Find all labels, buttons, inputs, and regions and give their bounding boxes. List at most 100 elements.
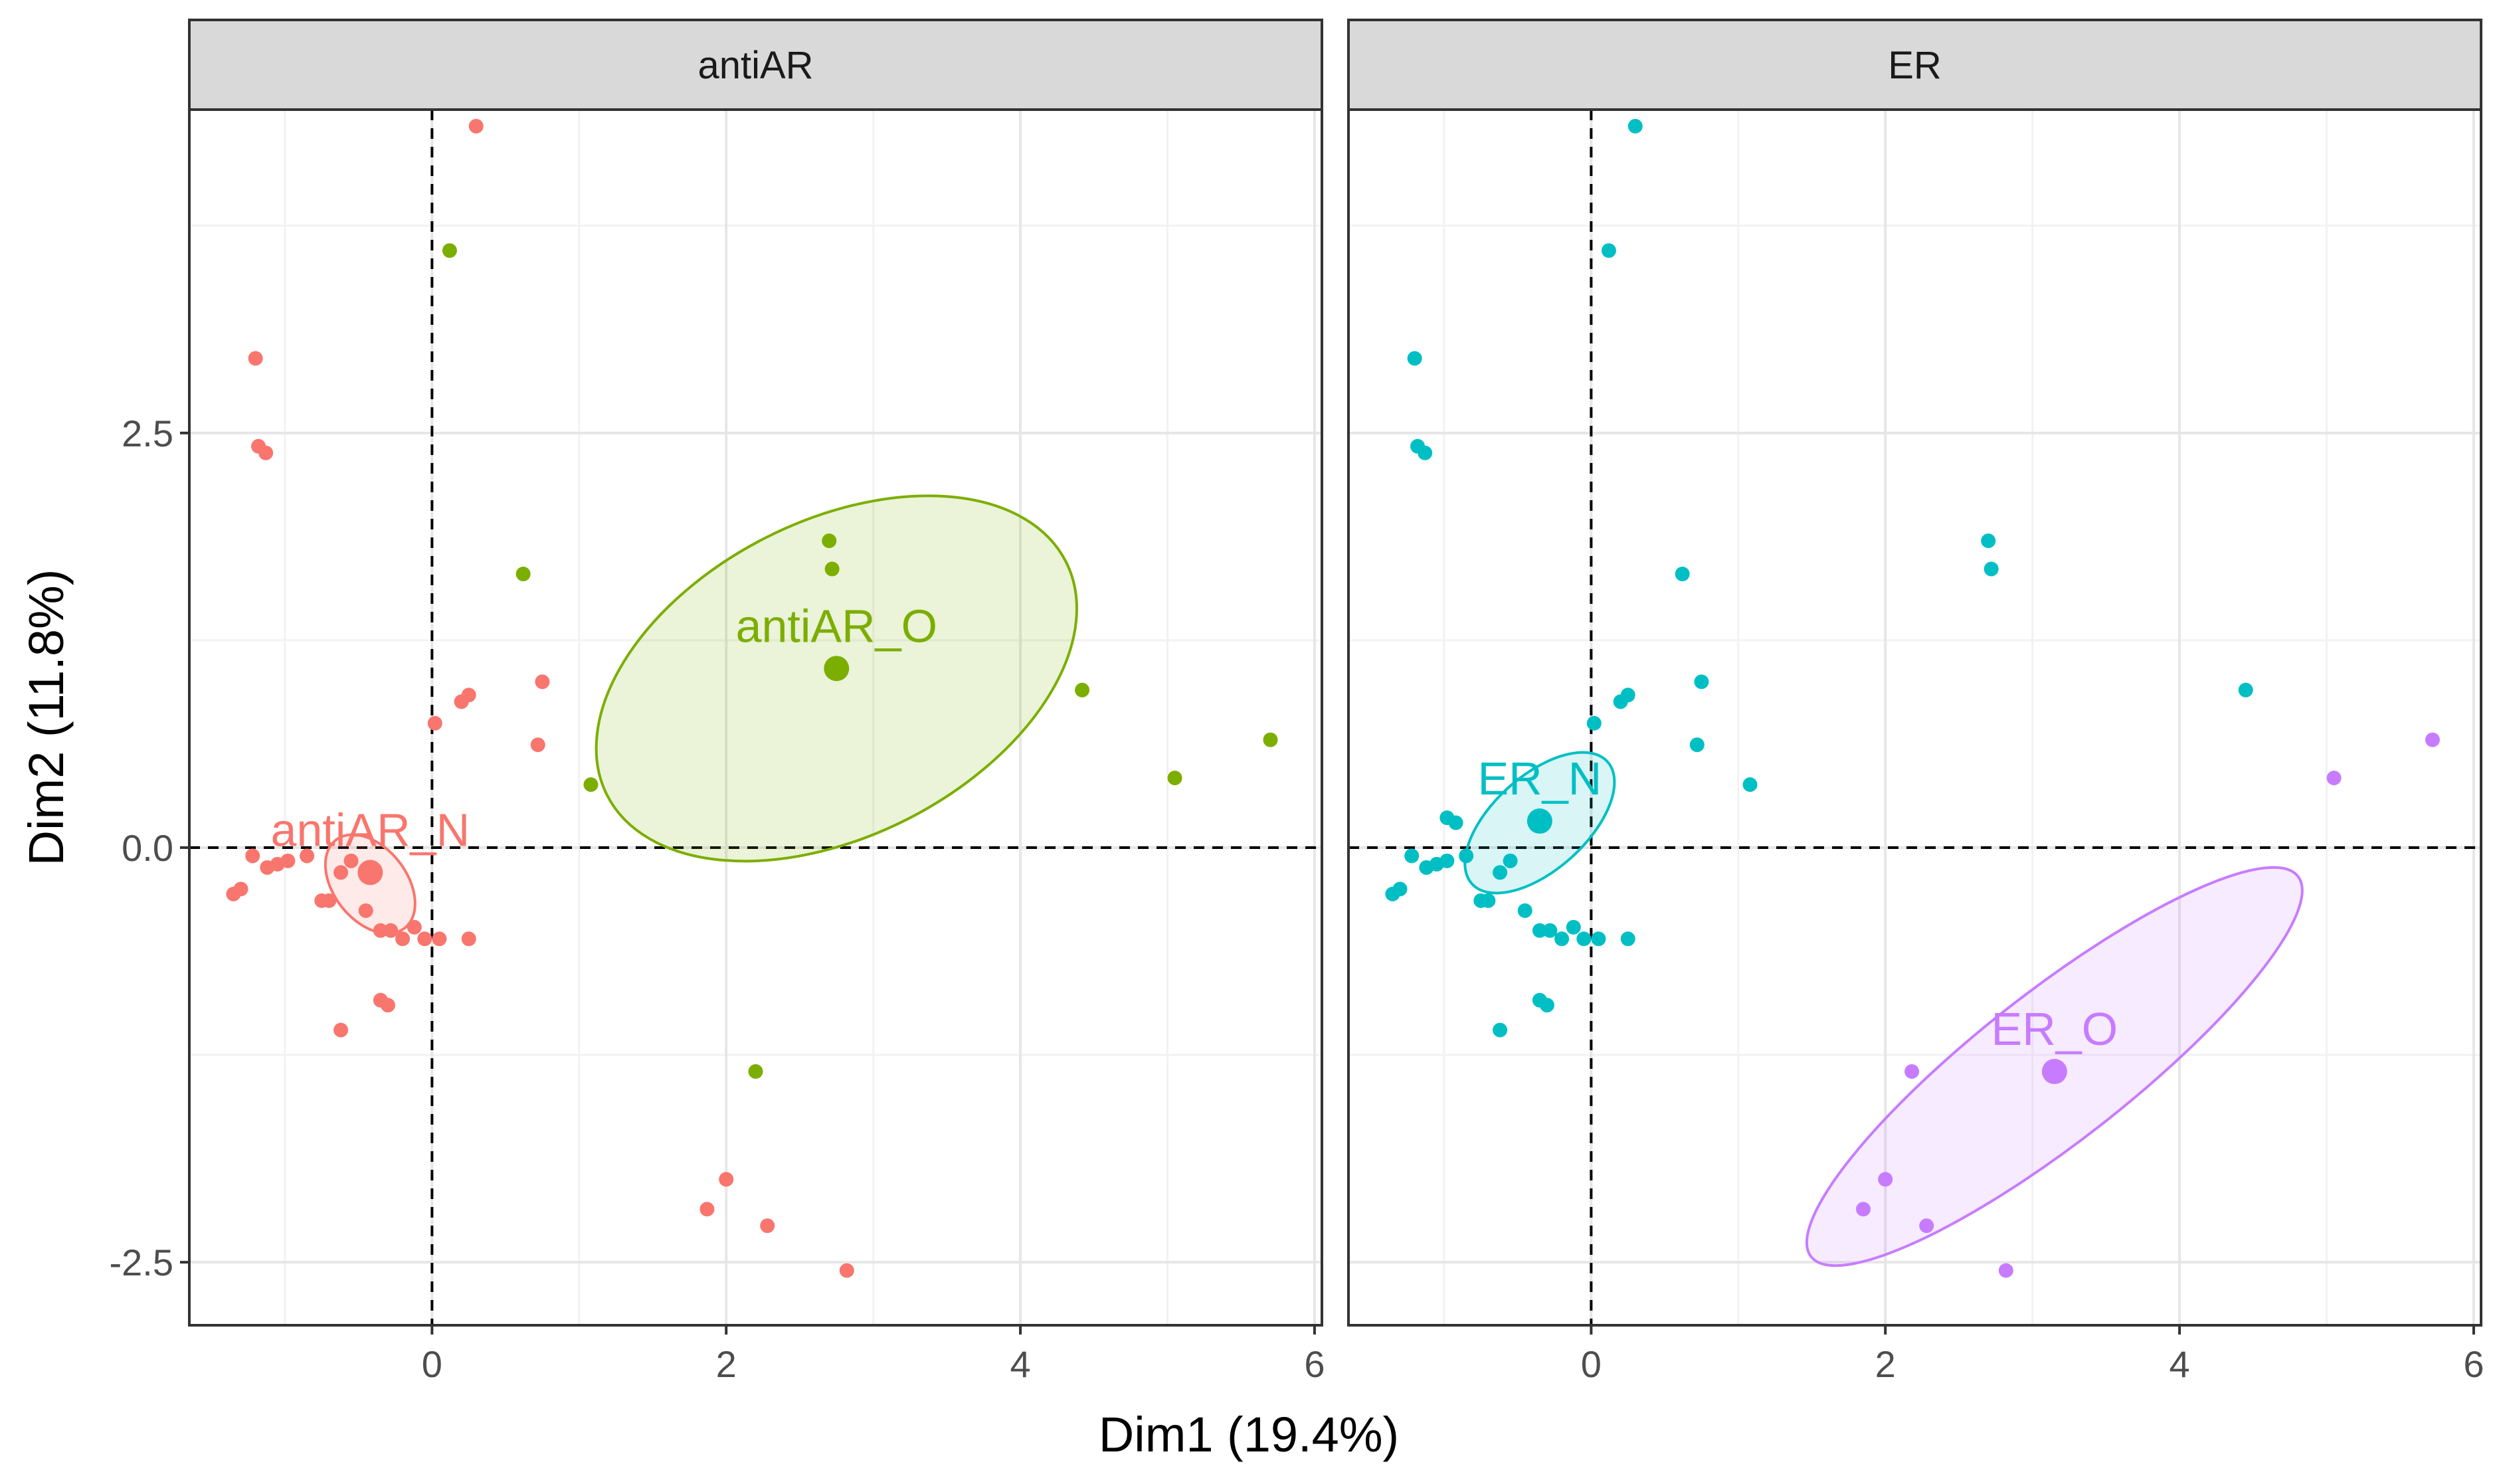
centroid-ER_N — [1527, 808, 1552, 834]
strip-background — [188, 19, 1323, 111]
data-point-antiAR_N — [333, 865, 349, 880]
data-point-antiAR_N — [530, 737, 545, 753]
data-point-ER_N — [1439, 853, 1455, 868]
data-point-antiAR_O — [1263, 732, 1278, 747]
data-point-antiAR_O — [824, 561, 840, 577]
group-label-ER_N: ER_N — [1477, 753, 1602, 804]
centroid-antiAR_N — [357, 860, 383, 885]
panel-background — [189, 110, 1322, 1325]
data-point-ER_O — [1998, 1263, 2013, 1278]
data-point-antiAR_N — [719, 1172, 734, 1187]
data-point-ER_N — [1459, 848, 1474, 864]
group-label-antiAR_O: antiAR_O — [736, 600, 937, 652]
data-point-ER_N — [1566, 919, 1581, 935]
panel-background — [1348, 110, 2481, 1325]
data-point-antiAR_N — [322, 893, 337, 908]
data-point-antiAR_O — [583, 777, 599, 792]
data-point-ER_N — [1418, 445, 1433, 460]
data-point-ER_N — [1620, 931, 1635, 947]
data-point-ER_N — [2238, 682, 2253, 697]
data-point-ER_N — [1984, 561, 1999, 577]
data-point-ER_N — [1675, 567, 1690, 582]
data-point-ER_O — [2425, 732, 2440, 747]
strip-label: ER — [1888, 44, 1942, 87]
data-point-ER_N — [1392, 881, 1408, 897]
data-point-antiAR_N — [383, 923, 399, 938]
x-tick-label: 4 — [2169, 1343, 2189, 1385]
panel-antiAR: antiAR_N antiAR_O antiAR 0 2 4 6 — [188, 19, 1325, 1385]
data-point-antiAR_N — [461, 931, 476, 947]
data-point-antiAR_N — [280, 853, 296, 868]
data-point-antiAR_N — [300, 848, 315, 864]
data-point-antiAR_O — [442, 243, 457, 258]
data-point-antiAR_N — [535, 674, 550, 690]
group-label-ER_O: ER_O — [1991, 1003, 2118, 1055]
x-tick-label: 6 — [2463, 1343, 2484, 1385]
group-label-antiAR_N: antiAR_N — [271, 804, 470, 856]
y-tick-label: -2.5 — [110, 1242, 174, 1283]
data-point-antiAR_N — [432, 931, 447, 947]
data-point-antiAR_O — [1167, 771, 1182, 786]
data-point-ER_N — [1601, 243, 1616, 258]
data-point-ER_O — [2326, 771, 2342, 786]
data-point-antiAR_N — [468, 118, 484, 134]
data-point-antiAR_N — [373, 923, 388, 938]
data-point-ER_N — [1404, 848, 1420, 864]
panel-ER: ER_N ER_O ER 0 2 4 6 — [1347, 19, 2484, 1385]
x-axis-title: Dim1 (19.4%) — [1099, 1407, 1399, 1462]
data-point-ER_N — [1576, 931, 1592, 947]
y-tick-label: 2.5 — [122, 413, 173, 454]
data-point-antiAR_N — [233, 881, 248, 897]
centroid-antiAR_O — [824, 656, 850, 682]
x-tick-label: 4 — [1010, 1343, 1030, 1385]
data-point-antiAR_N — [417, 931, 432, 947]
data-point-antiAR_N — [258, 445, 274, 460]
data-point-ER_O — [1904, 1064, 1920, 1079]
data-point-ER_O — [1856, 1202, 1871, 1217]
x-tick-label: 0 — [422, 1343, 442, 1385]
group-centroids — [1527, 808, 2067, 1085]
x-axis-ticks: 0 2 4 6 — [1581, 1325, 2484, 1385]
centroid-ER_O — [2041, 1059, 2067, 1085]
data-point-antiAR_N — [373, 992, 388, 1008]
data-point-ER_N — [1481, 893, 1496, 908]
data-point-antiAR_N — [760, 1218, 775, 1234]
y-axis-title: Dim2 (11.8%) — [19, 569, 74, 866]
data-point-ER_N — [1493, 1022, 1508, 1038]
data-point-ER_N — [1554, 931, 1570, 947]
group-labels: antiAR_N antiAR_O — [271, 600, 937, 856]
data-point-antiAR_N — [395, 931, 411, 947]
data-point-ER_N — [1689, 737, 1705, 753]
data-point-ER_N — [1586, 715, 1602, 731]
data-point-ER_N — [1439, 810, 1455, 826]
y-axis: -2.5 0.0 2.5 — [110, 413, 189, 1283]
group-centroids — [357, 656, 850, 885]
data-point-antiAR_O — [822, 533, 837, 549]
data-point-antiAR_N — [343, 853, 359, 868]
data-point-ER_N — [1542, 923, 1558, 938]
x-tick-label: 6 — [1304, 1343, 1325, 1385]
data-point-ER_N — [1532, 992, 1547, 1008]
data-point-ER_N — [1627, 118, 1643, 134]
x-tick-label: 2 — [716, 1343, 737, 1385]
data-points — [226, 118, 1278, 1278]
strip-background — [1347, 19, 2482, 111]
data-point-ER_O — [1919, 1218, 1934, 1234]
data-point-ER_N — [1407, 351, 1422, 366]
data-point-ER_N — [1493, 865, 1508, 880]
x-axis-ticks: 0 2 4 6 — [422, 1325, 1325, 1385]
data-point-antiAR_O — [515, 567, 531, 582]
data-point-antiAR_N — [333, 1022, 349, 1038]
data-point-antiAR_N — [699, 1202, 715, 1217]
data-point-ER_N — [1694, 674, 1709, 690]
reference-lines — [189, 110, 1322, 1325]
data-point-ER_N — [1620, 688, 1635, 703]
data-point-antiAR_N — [427, 715, 442, 731]
data-point-ER_N — [1591, 931, 1606, 947]
data-point-ER_N — [1981, 533, 1996, 549]
data-point-ER_O — [1878, 1172, 1893, 1187]
data-point-ER_N — [1503, 853, 1518, 868]
data-point-antiAR_O — [748, 1064, 763, 1079]
data-point-antiAR_N — [407, 919, 422, 935]
